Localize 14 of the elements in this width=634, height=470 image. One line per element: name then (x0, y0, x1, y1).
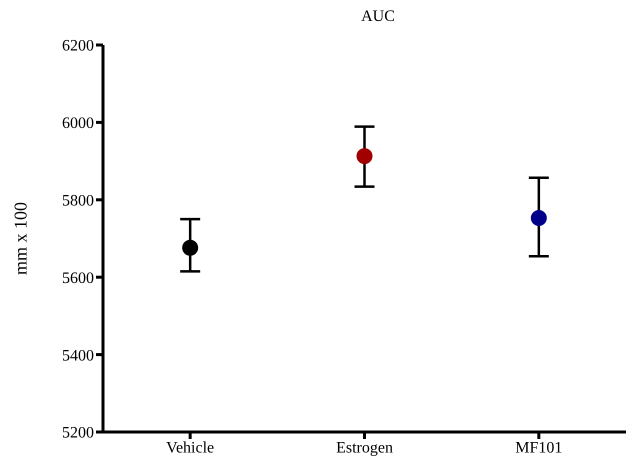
y-tick-label: 5600 (62, 270, 94, 287)
y-tick-label: 5400 (62, 347, 94, 364)
point (356, 148, 372, 164)
x-tick-label: MF101 (515, 439, 562, 456)
point (530, 210, 547, 226)
point (182, 240, 198, 256)
chart-title: AUC (360, 8, 396, 26)
y-axis-title: mm x 100 (10, 202, 30, 276)
y-tick-label: 5800 (62, 192, 94, 210)
y-tick-label: 5200 (62, 424, 94, 442)
x-tick-label: Vehicle (166, 439, 214, 456)
y-tick-label: 6200 (62, 38, 94, 55)
x-tick-label: Estrogen (336, 439, 393, 456)
y-tick-label: 6000 (62, 115, 94, 132)
